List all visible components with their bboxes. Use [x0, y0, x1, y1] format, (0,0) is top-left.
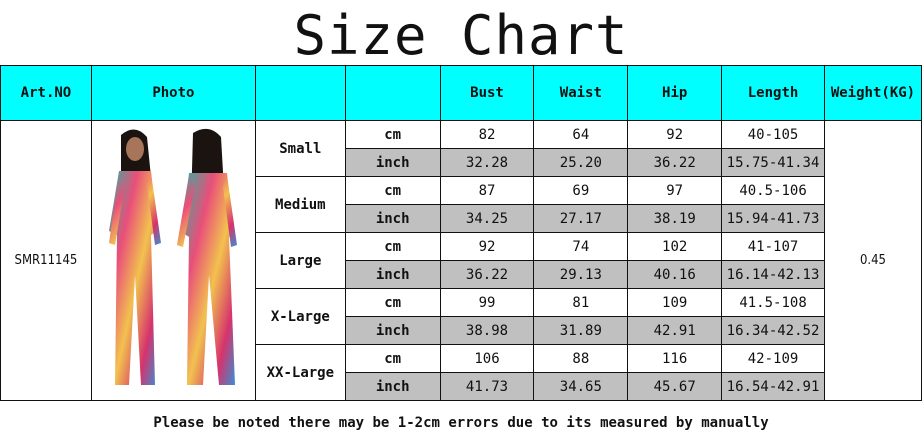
- waist-value: 27.17: [533, 204, 629, 233]
- hip-value: 38.19: [627, 204, 723, 233]
- waist-value: 74: [533, 232, 629, 261]
- table-row: inch 41.73 34.65 45.67 16.54-42.91: [1, 372, 922, 401]
- hip-value: 97: [627, 176, 723, 205]
- hip-value: 40.16: [627, 260, 723, 289]
- size-name: Large: [254, 232, 346, 289]
- size-name: Small: [254, 120, 346, 177]
- hip-value: 92: [627, 120, 723, 149]
- size-name: XX-Large: [254, 344, 346, 401]
- size-name: X-Large: [254, 288, 346, 345]
- bust-value: 106: [439, 344, 535, 373]
- bust-value: 87: [439, 176, 535, 205]
- table-row: XX-Large cm 106 88 116 42-109: [1, 344, 922, 401]
- footer-note: Please be noted there may be 1-2cm error…: [153, 415, 769, 431]
- bust-value: 38.98: [439, 316, 535, 345]
- bust-value: 34.25: [439, 204, 535, 233]
- length-value: 16.54-42.91: [721, 372, 825, 401]
- unit-label: inch: [344, 316, 441, 345]
- unit-label: cm: [344, 232, 441, 261]
- length-value: 15.94-41.73: [721, 204, 825, 233]
- header-row: Art.NO Photo Bust Waist Hip Length Weigh…: [0, 65, 922, 121]
- length-value: 40.5-106: [721, 176, 825, 205]
- length-value: 41.5-108: [721, 288, 825, 317]
- header-art-no: Art.NO: [0, 65, 92, 121]
- hip-value: 42.91: [627, 316, 723, 345]
- length-value: 41-107: [721, 232, 825, 261]
- header-bust: Bust: [439, 65, 535, 121]
- length-value: 16.34-42.52: [721, 316, 825, 345]
- header-photo: Photo: [90, 65, 256, 121]
- table-row: inch 34.25 27.17 38.19 15.94-41.73: [1, 204, 922, 233]
- bust-value: 82: [439, 120, 535, 149]
- bust-value: 99: [439, 288, 535, 317]
- bust-value: 92: [439, 232, 535, 261]
- header-hip: Hip: [627, 65, 723, 121]
- bust-value: 32.28: [439, 148, 535, 177]
- unit-label: cm: [344, 120, 441, 149]
- unit-label: cm: [344, 176, 441, 205]
- unit-label: inch: [344, 372, 441, 401]
- length-value: 40-105: [721, 120, 825, 149]
- art-no-value: SMR11145: [0, 120, 92, 401]
- hip-value: 102: [627, 232, 723, 261]
- hip-value: 45.67: [627, 372, 723, 401]
- waist-value: 81: [533, 288, 629, 317]
- unit-label: inch: [344, 260, 441, 289]
- table-row: inch 32.28 25.20 36.22 15.75-41.34: [1, 148, 922, 177]
- bust-value: 36.22: [439, 260, 535, 289]
- photo-cell: [90, 120, 256, 401]
- table-row: Medium cm 87 69 97 40.5-106: [1, 176, 922, 233]
- chart-title: Size Chart: [293, 4, 629, 67]
- header-unit: [344, 65, 441, 121]
- header-size: [254, 65, 346, 121]
- unit-label: cm: [344, 344, 441, 373]
- size-name: Medium: [254, 176, 346, 233]
- waist-value: 29.13: [533, 260, 629, 289]
- waist-value: 88: [533, 344, 629, 373]
- waist-value: 25.20: [533, 148, 629, 177]
- table-row: Large cm 92 74 102 41-107: [1, 232, 922, 289]
- table-row: inch 36.22 29.13 40.16 16.14-42.13: [1, 260, 922, 289]
- hip-value: 36.22: [627, 148, 723, 177]
- model-back: [177, 128, 238, 385]
- unit-label: cm: [344, 288, 441, 317]
- table-row: X-Large cm 99 81 109 41.5-108: [1, 288, 922, 345]
- header-length: Length: [721, 65, 825, 121]
- table-row: inch 38.98 31.89 42.91 16.34-42.52: [1, 316, 922, 345]
- product-photo: [109, 128, 238, 385]
- length-value: 42-109: [721, 344, 825, 373]
- hip-value: 116: [627, 344, 723, 373]
- table-row: SMR11145 Small cm 82 64 92 40-105 0.45: [0, 120, 922, 401]
- unit-label: inch: [344, 148, 441, 177]
- length-value: 15.75-41.34: [721, 148, 825, 177]
- waist-value: 64: [533, 120, 629, 149]
- waist-value: 31.89: [533, 316, 629, 345]
- weight-value: 0.45: [823, 120, 922, 401]
- unit-label: inch: [344, 204, 441, 233]
- bust-value: 41.73: [439, 372, 535, 401]
- header-weight: Weight(KG): [823, 65, 922, 121]
- waist-value: 69: [533, 176, 629, 205]
- hip-value: 109: [627, 288, 723, 317]
- size-table: Art.NO Photo Bust Waist Hip Length Weigh…: [0, 65, 922, 401]
- waist-value: 34.65: [533, 372, 629, 401]
- model-front: [109, 128, 162, 385]
- length-value: 16.14-42.13: [721, 260, 825, 289]
- header-waist: Waist: [533, 65, 629, 121]
